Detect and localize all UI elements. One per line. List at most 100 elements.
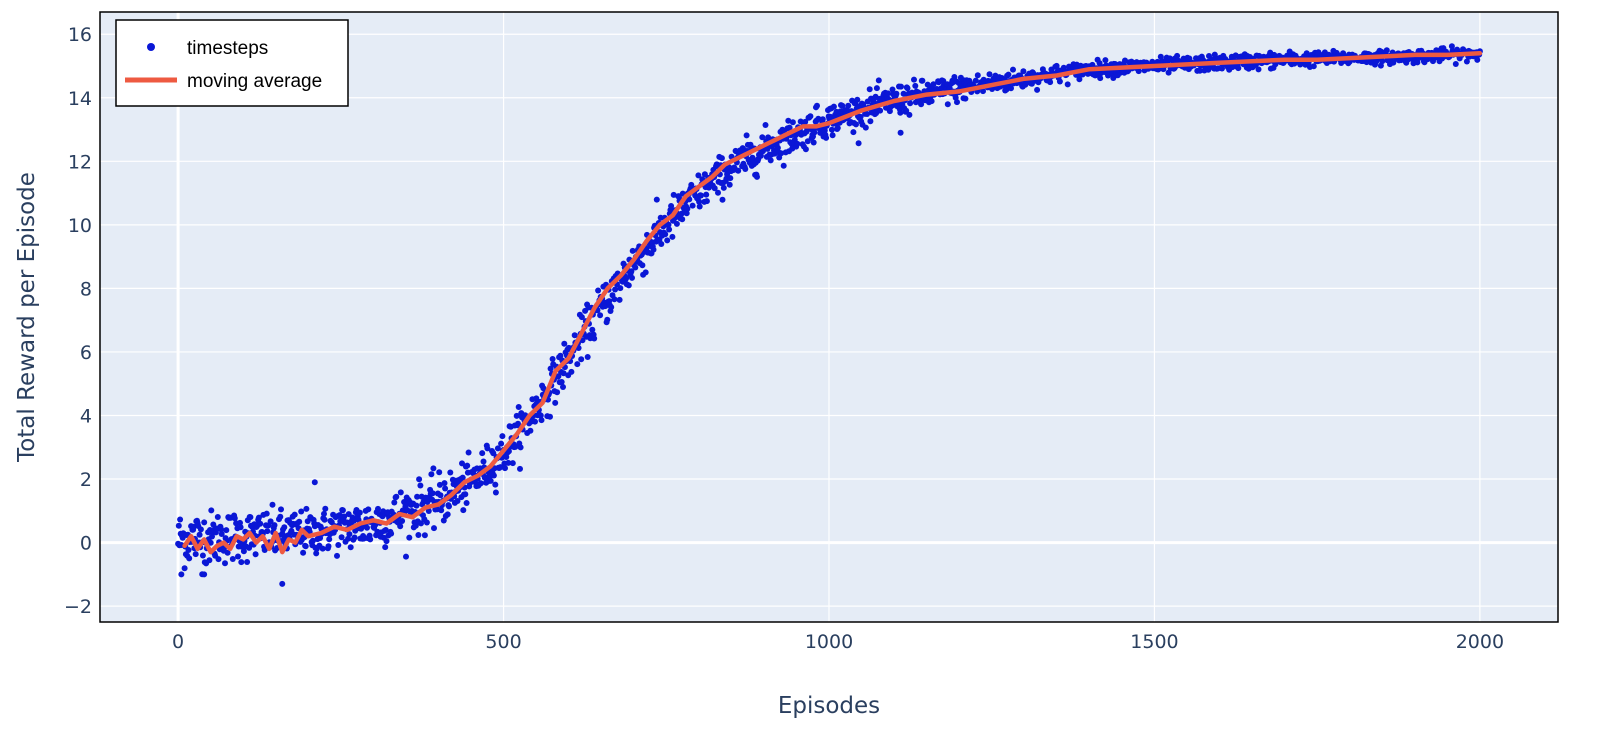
timesteps-point [300,549,307,556]
timesteps-point [821,127,828,134]
timesteps-point [862,124,869,131]
timesteps-point [517,444,524,451]
timesteps-point [819,116,826,123]
timesteps-point [321,516,328,523]
timesteps-point [257,520,264,527]
timesteps-point [954,99,960,106]
timesteps-point [547,365,554,372]
timesteps-point [463,500,470,506]
timesteps-point [190,523,197,530]
timesteps-point [873,85,880,92]
timesteps-point [696,198,703,205]
timesteps-point [679,216,686,223]
timesteps-point [625,282,632,289]
timesteps-point [503,454,510,460]
timesteps-point [267,518,274,525]
timesteps-point [417,482,424,489]
timesteps-point [425,508,432,514]
timesteps-point [629,247,636,254]
timesteps-point [834,125,841,131]
timesteps-point [325,543,332,550]
timesteps-point [365,506,372,513]
timesteps-point [494,445,501,452]
timesteps-point [224,549,231,556]
timesteps-point [431,525,437,532]
timesteps-point [1064,81,1071,88]
timesteps-point [298,508,305,515]
timesteps-point [628,268,635,275]
timesteps-point [568,368,575,375]
timesteps-point [177,516,184,523]
timesteps-point [867,118,874,125]
timesteps-point [632,264,639,271]
timesteps-point [662,231,669,238]
timesteps-point [382,544,389,551]
timesteps-point [492,481,499,488]
timesteps-point [277,513,284,520]
y-tick-label: 8 [80,278,92,300]
legend-box [115,19,349,107]
timesteps-point [1452,61,1459,67]
timesteps-point [414,493,421,500]
timesteps-point [1474,56,1481,63]
timesteps-point [423,519,430,526]
timesteps-point [247,514,254,521]
timesteps-point [338,534,345,541]
timesteps-point [866,86,873,93]
timesteps-point [759,134,766,141]
timesteps-point [1097,75,1104,82]
timesteps-point [479,450,486,457]
timesteps-point [269,501,276,508]
timesteps-point [263,510,270,517]
timesteps-point [828,126,835,133]
timesteps-point [919,77,926,84]
timesteps-point [839,102,846,109]
x-tick-label: 1000 [805,631,853,653]
timesteps-point [418,520,424,527]
timesteps-point [279,580,286,587]
timesteps-point [367,536,374,543]
timesteps-point [829,132,836,139]
timesteps-point [335,542,342,548]
timesteps-point [175,522,182,529]
timesteps-point [711,185,718,192]
timesteps-point [780,162,787,169]
timesteps-point [589,326,596,333]
timesteps-point [416,476,423,483]
timesteps-point [415,532,422,538]
timesteps-point [802,118,809,125]
timesteps-point [199,552,206,559]
timesteps-point [653,196,660,203]
timesteps-point [742,166,749,172]
timesteps-point [404,507,411,514]
timesteps-point [397,489,404,496]
timesteps-point [877,107,884,114]
timesteps-point [595,287,602,294]
timesteps-point [436,469,443,476]
y-tick-label: 6 [80,342,92,364]
timesteps-point [789,119,796,126]
timesteps-point [441,480,448,487]
timesteps-point [513,412,520,419]
timesteps-point [688,181,695,188]
timesteps-point [703,198,710,205]
timesteps-point [1030,70,1037,77]
timesteps-point [558,379,565,385]
timesteps-point [735,167,742,174]
timesteps-point [437,492,444,499]
timesteps-point [341,513,348,520]
timesteps-point [944,101,951,108]
timesteps-point [313,550,320,557]
timesteps-point [356,509,363,516]
timesteps-point [696,203,703,210]
timesteps-point [512,443,519,450]
y-tick-label: 2 [80,469,92,491]
timesteps-point [229,556,236,562]
timesteps-point [446,503,452,510]
y-tick-label: 14 [68,88,92,110]
timesteps-point [810,139,817,146]
timesteps-point [237,519,243,526]
timesteps-point [207,539,214,546]
timesteps-point [715,189,721,196]
timesteps-point [1383,47,1390,54]
